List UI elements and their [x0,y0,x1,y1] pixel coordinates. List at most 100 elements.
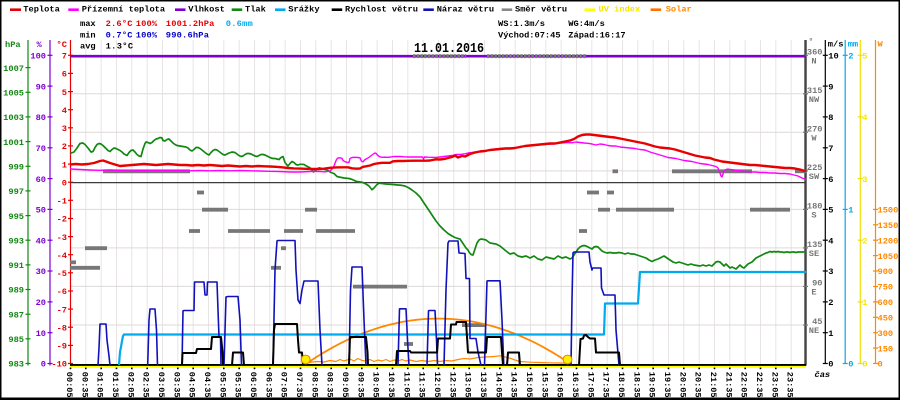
svg-text:0: 0 [62,178,67,188]
svg-text:10: 10 [36,329,46,339]
svg-text:max: max [80,19,96,29]
svg-text:20:05: 20:05 [677,372,687,398]
svg-text:WG:4m/s: WG:4m/s [568,19,605,29]
svg-text:5: 5 [828,206,833,216]
svg-text:3: 3 [62,124,67,134]
svg-text:16:05: 16:05 [555,372,565,398]
svg-text:-7: -7 [57,305,67,315]
svg-text:NW: NW [809,95,820,105]
svg-text:°C: °C [57,40,67,50]
svg-text:15:05: 15:05 [524,372,534,398]
svg-text:7: 7 [62,52,67,62]
svg-text:22:05: 22:05 [739,372,749,398]
svg-text:0: 0 [41,360,46,370]
svg-text:900: 900 [878,267,894,277]
svg-text:1050: 1050 [878,252,899,262]
svg-text:1350: 1350 [878,221,899,231]
svg-text:12:35: 12:35 [447,372,457,398]
svg-text:Západ:16:17: Západ:16:17 [568,30,625,40]
svg-text:06:05: 06:05 [248,372,258,398]
svg-text:20:35: 20:35 [693,372,703,398]
svg-text:13:35: 13:35 [478,372,488,398]
svg-text:0: 0 [848,360,853,370]
svg-text:08:05: 08:05 [309,372,319,398]
svg-text:08:35: 08:35 [325,372,335,398]
svg-text:4: 4 [62,106,67,116]
svg-text:W: W [878,39,884,49]
svg-text:hPa: hPa [5,40,21,50]
svg-text:WS:1.3m/s: WS:1.3m/s [498,19,545,29]
svg-text:2: 2 [62,142,67,152]
svg-text:Směr větru: Směr větru [515,5,567,15]
svg-text:19:35: 19:35 [662,372,672,398]
svg-text:min: min [80,30,96,40]
svg-text:991: 991 [8,261,24,271]
svg-text:20: 20 [36,298,46,308]
svg-text:00:35: 00:35 [79,372,89,398]
svg-text:90: 90 [812,279,822,289]
svg-text:995: 995 [8,212,24,222]
svg-text:m/s: m/s [828,39,844,49]
svg-text:18:05: 18:05 [616,372,626,398]
svg-text:985: 985 [8,335,24,345]
svg-text:-6: -6 [57,287,67,297]
svg-text:04:35: 04:35 [202,372,212,398]
svg-text:Náraz větru: Náraz větru [437,5,494,15]
svg-text:1003: 1003 [3,113,24,123]
svg-text:40: 40 [36,236,46,246]
svg-text:18:35: 18:35 [631,372,641,398]
svg-text:11.01.2016: 11.01.2016 [414,42,484,57]
svg-text:100%: 100% [136,30,158,40]
svg-text:10:35: 10:35 [386,372,396,398]
svg-text:360: 360 [807,48,823,58]
svg-text:01:05: 01:05 [95,372,105,398]
svg-text:05:35: 05:35 [233,372,243,398]
svg-text:14:35: 14:35 [509,372,519,398]
svg-text:-9: -9 [57,342,67,352]
svg-text:0: 0 [862,360,867,370]
svg-text:mm: mm [848,39,858,49]
svg-text:UV index: UV index [599,5,641,15]
svg-text:6: 6 [828,175,833,185]
svg-text:997: 997 [8,187,24,197]
svg-text:17:05: 17:05 [585,372,595,398]
svg-text:8: 8 [828,113,833,123]
svg-text:270: 270 [807,125,823,135]
svg-text:00:05: 00:05 [64,372,74,398]
svg-text:983: 983 [8,360,24,370]
svg-text:02:35: 02:35 [141,372,151,398]
svg-text:-3: -3 [57,233,67,243]
svg-text:01:35: 01:35 [110,372,120,398]
svg-text:7: 7 [828,144,833,154]
svg-text:1001: 1001 [3,138,24,148]
svg-text:22:35: 22:35 [754,372,764,398]
svg-text:09:35: 09:35 [355,372,365,398]
svg-text:1001.2hPa: 1001.2hPa [166,19,215,29]
svg-text:N: N [811,57,816,67]
svg-text:450: 450 [878,314,894,324]
svg-text:3: 3 [862,175,867,185]
svg-text:-4: -4 [57,251,67,261]
svg-text:3: 3 [828,267,833,277]
svg-text:135: 135 [807,240,823,250]
svg-text:6: 6 [62,70,67,80]
svg-text:2.6°C: 2.6°C [106,19,133,29]
svg-text:70: 70 [36,144,46,154]
svg-text:-1: -1 [57,197,67,207]
svg-text:Východ:07:45: Východ:07:45 [498,30,561,40]
svg-text:993: 993 [8,236,24,246]
svg-text:30: 30 [36,267,46,277]
svg-text:Přízemní teplota: Přízemní teplota [82,5,165,15]
svg-text:300: 300 [878,329,894,339]
svg-text:SE: SE [809,249,819,259]
svg-text:Srážky: Srážky [288,5,320,15]
svg-text:10: 10 [828,52,838,62]
svg-text:Rychlost větru: Rychlost větru [345,5,418,15]
svg-text:0.6mm: 0.6mm [226,19,253,29]
svg-text:16:35: 16:35 [570,372,580,398]
svg-text:225: 225 [807,163,823,173]
svg-text:9: 9 [828,82,833,92]
svg-text:2: 2 [848,52,853,62]
svg-text:S: S [811,211,816,221]
svg-text:1.3°C: 1.3°C [106,42,134,52]
